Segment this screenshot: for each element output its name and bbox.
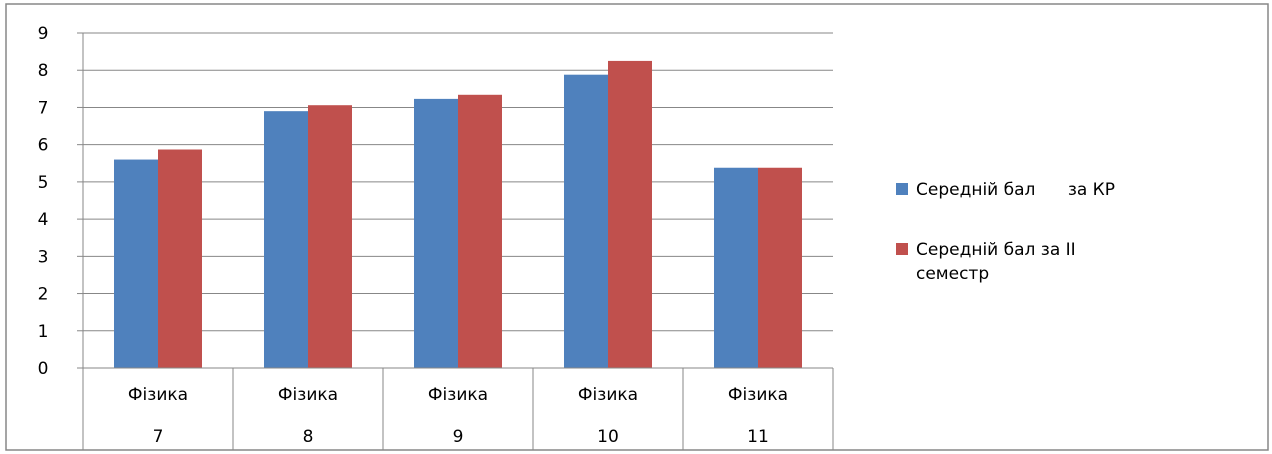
bar-series-1: [264, 111, 308, 369]
bar-series-1: [714, 167, 758, 368]
legend-swatch: [896, 183, 908, 195]
y-tick-label: 5: [38, 173, 49, 193]
bar-series-1: [564, 74, 608, 368]
x-tick-label: 10: [597, 427, 619, 447]
y-tick-label: 9: [38, 24, 49, 44]
y-tick-label: 3: [38, 247, 49, 267]
bar-series-1: [414, 98, 458, 368]
y-tick-label: 0: [38, 359, 49, 379]
bar-series-2: [158, 149, 202, 368]
x-tick-label: Фізика: [728, 385, 788, 405]
legend-label: семестр: [916, 264, 989, 284]
bar-series-2: [308, 105, 352, 368]
bar-series-2: [758, 167, 802, 368]
y-tick-label: 1: [38, 322, 49, 342]
x-tick-label: Фізика: [278, 385, 338, 405]
x-tick-label: Фізика: [578, 385, 638, 405]
x-tick-label: 8: [303, 427, 314, 447]
x-tick-label: Фізика: [428, 385, 488, 405]
y-tick-label: 8: [38, 61, 49, 81]
y-tick-label: 2: [38, 285, 49, 305]
y-tick-label: 6: [38, 136, 49, 156]
bar-series-2: [608, 60, 652, 369]
x-tick-label: 11: [747, 427, 769, 447]
legend-swatch: [896, 243, 908, 255]
x-tick-label: Фізика: [128, 385, 188, 405]
x-tick-label: 9: [453, 427, 464, 447]
y-tick-label: 7: [38, 98, 49, 118]
bar-series-1: [114, 159, 158, 368]
y-tick-label: 4: [38, 210, 49, 230]
x-tick-label: 7: [153, 427, 164, 447]
legend-label: Середній бал за II: [916, 240, 1076, 260]
legend-label: Середній бал за КР: [916, 180, 1115, 200]
bar-series-2: [458, 94, 502, 369]
